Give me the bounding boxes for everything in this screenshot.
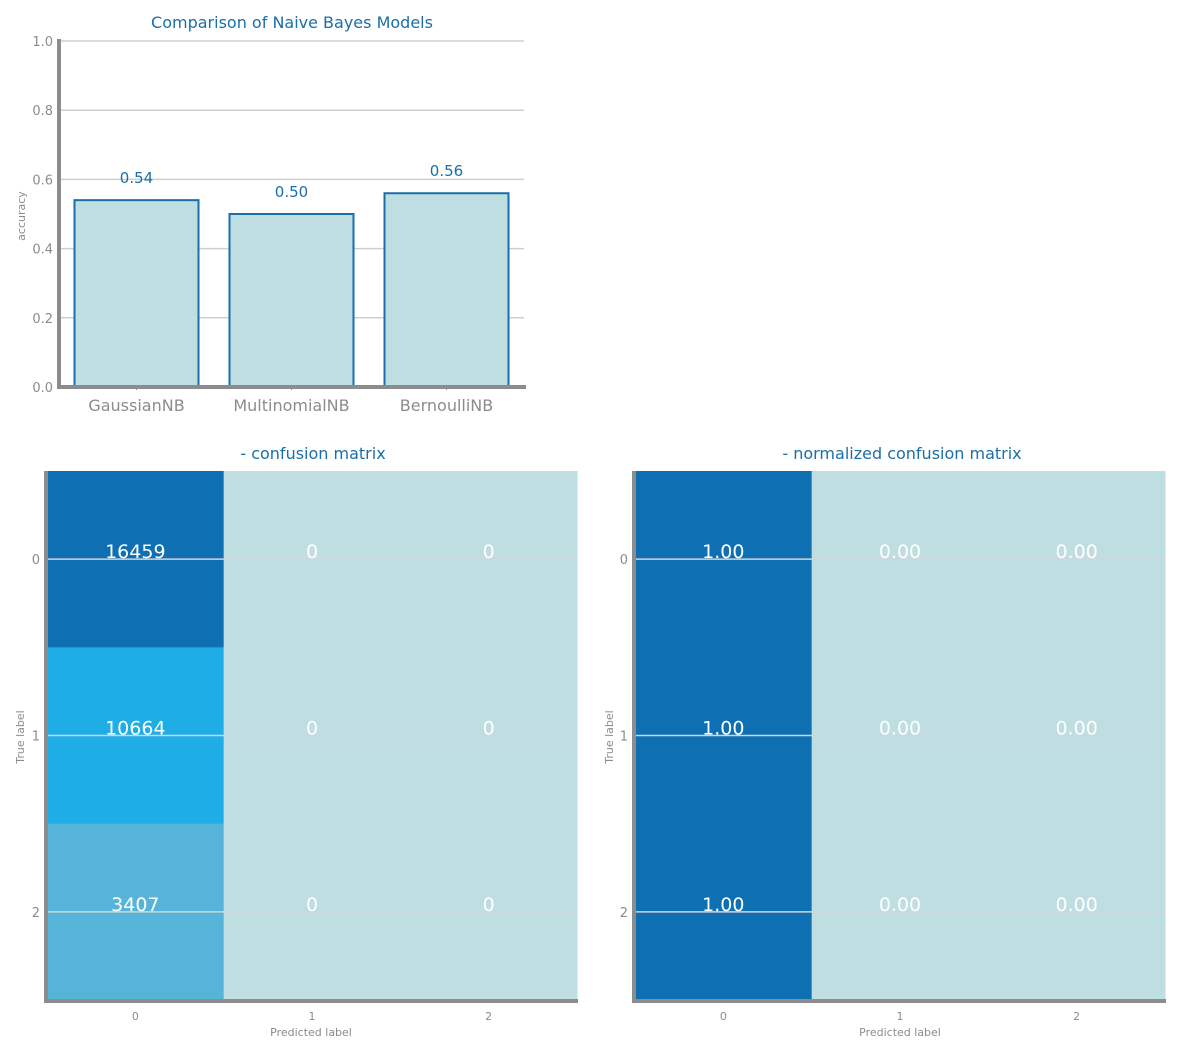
- confusion-matrix-title: - confusion matrix: [240, 444, 385, 463]
- bar-chart-title: Comparison of Naive Bayes Models: [151, 13, 433, 32]
- bar-chart-y-tick-label: 0.0: [32, 381, 53, 396]
- bar-value-label: 0.50: [275, 183, 308, 201]
- normalized-confusion-matrix-cell-label: 1.00: [702, 894, 744, 916]
- normalized-confusion-matrix-x-tick-label: 2: [1073, 1010, 1080, 1023]
- confusion-matrix-cell-label: 0: [483, 718, 495, 740]
- confusion-matrix-cell-label: 10664: [105, 718, 165, 740]
- normalized-confusion-matrix-y-tick-label: 1: [620, 730, 628, 745]
- confusion-matrix-cell-label: 16459: [105, 541, 165, 563]
- normalized-confusion-matrix-y-axis-label: True label: [603, 710, 616, 764]
- bar-chart-x-tick-label: GaussianNB: [88, 396, 184, 415]
- normalized-confusion-matrix-y-tick-label: 0: [620, 553, 628, 568]
- confusion-matrix-y-axis-label: True label: [14, 710, 27, 764]
- confusion-matrix-cell-label: 0: [483, 541, 495, 563]
- confusion-matrix-cell-label: 0: [483, 894, 495, 916]
- normalized-confusion-matrix-cell-label: 0.00: [1056, 894, 1098, 916]
- normalized-confusion-matrix: - normalized confusion matrix Predicted …: [603, 444, 1166, 1039]
- confusion-matrix-y-tick-label: 1: [32, 730, 40, 745]
- bar-chart-x-tick-label: MultinomialNB: [233, 396, 349, 415]
- confusion-matrix-x-tick-label: 0: [132, 1010, 139, 1023]
- bar-chart-axes: [57, 39, 526, 389]
- confusion-matrix-x-axis-label: Predicted label: [270, 1026, 352, 1039]
- bar-value-label: 0.54: [120, 169, 153, 187]
- normalized-confusion-matrix-title: - normalized confusion matrix: [782, 444, 1021, 463]
- normalized-confusion-matrix-x-tick-label: 1: [897, 1010, 904, 1023]
- bar-chart-bars: 0.54 0.50 0.56: [73, 162, 510, 388]
- normalized-confusion-matrix-y-tick-label: 2: [620, 906, 628, 921]
- bar-MultinomialNB: [228, 213, 355, 388]
- bar-chart-y-tick-label: 0.4: [32, 243, 53, 258]
- confusion-matrix-cell-label: 3407: [111, 894, 159, 916]
- confusion-matrix-cell-label: 0: [306, 541, 318, 563]
- bar-chart-x-tick-label: BernoulliNB: [400, 396, 493, 415]
- confusion-matrix-cell-label: 0: [306, 894, 318, 916]
- bar-chart-y-axis-label: accuracy: [15, 191, 28, 241]
- confusion-matrix-y-tick-label: 2: [32, 906, 40, 921]
- confusion-matrix-cell-label: 0: [306, 718, 318, 740]
- normalized-confusion-matrix-cell-label: 0.00: [879, 718, 921, 740]
- bar-chart-y-tick-label: 0.2: [32, 312, 53, 327]
- normalized-confusion-matrix-cell-label: 0.00: [879, 894, 921, 916]
- normalized-confusion-matrix-cell-label: 0.00: [879, 541, 921, 563]
- confusion-matrix-x-tick-label: 1: [309, 1010, 316, 1023]
- bar-chart-y-tick-label: 0.8: [32, 104, 53, 119]
- bar-chart-y-tick-label: 1.0: [32, 35, 53, 50]
- normalized-confusion-matrix-cell-label: 1.00: [702, 541, 744, 563]
- bar-chart-y-ticks: 0.0 0.2 0.4 0.6 0.8 1.0: [32, 35, 53, 396]
- normalized-confusion-matrix-x-tick-label: 0: [720, 1010, 727, 1023]
- normalized-confusion-matrix-cell-label: 1.00: [702, 718, 744, 740]
- normalized-confusion-matrix-x-axis-label: Predicted label: [859, 1026, 941, 1039]
- confusion-matrix-y-tick-label: 0: [32, 553, 40, 568]
- bar-BernoulliNB: [383, 192, 510, 388]
- bar-chart-y-tick-label: 0.6: [32, 173, 53, 188]
- bar-GaussianNB: [73, 199, 200, 388]
- bar-value-label: 0.56: [430, 162, 463, 180]
- confusion-matrix: - confusion matrix Predicted label True …: [14, 444, 578, 1039]
- normalized-confusion-matrix-cell-label: 0.00: [1056, 718, 1098, 740]
- bar-chart-x-ticks: GaussianNB MultinomialNB BernoulliNB: [88, 387, 493, 415]
- confusion-matrix-x-tick-label: 2: [485, 1010, 492, 1023]
- bar-chart: Comparison of Naive Bayes Models accurac…: [15, 13, 526, 415]
- normalized-confusion-matrix-cell-label: 0.00: [1056, 541, 1098, 563]
